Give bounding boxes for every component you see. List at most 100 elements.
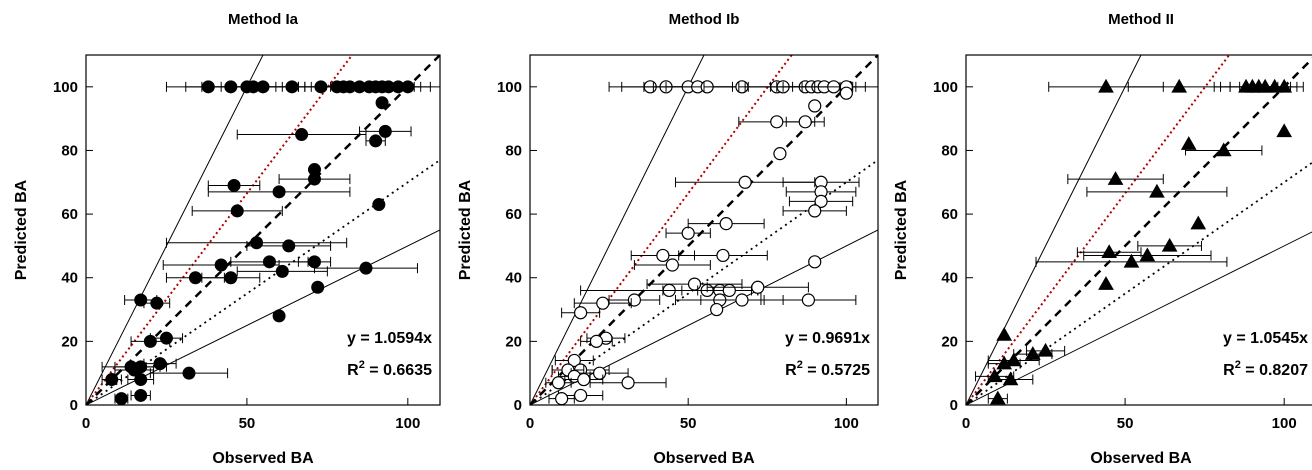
data-point <box>596 296 610 310</box>
data-point <box>272 185 286 199</box>
x-tick-label: 0 <box>82 415 90 432</box>
reference-line-1 <box>966 55 1142 405</box>
data-point <box>770 115 784 129</box>
y-tick-label: 80 <box>941 142 958 159</box>
y-tick-label: 0 <box>514 397 522 414</box>
y-tick-label: 60 <box>505 206 522 223</box>
data-point <box>589 334 604 348</box>
data-point <box>716 248 730 263</box>
r-squared: R2 = 0.5725 <box>785 359 870 379</box>
data-point <box>751 280 765 294</box>
data-point <box>1180 136 1197 150</box>
data-point <box>372 198 386 212</box>
data-point <box>134 293 148 307</box>
data-point <box>710 302 724 317</box>
y-tick-label: 60 <box>61 206 78 223</box>
plot-frame <box>85 54 441 406</box>
data-point <box>134 360 148 374</box>
y-axis-label: Predicted BA <box>893 179 910 280</box>
data-point <box>378 124 392 138</box>
y-tick-label: 20 <box>941 333 958 350</box>
data-point <box>798 115 812 129</box>
x-tick-label: 100 <box>834 415 859 432</box>
reference-line-2 <box>530 55 793 405</box>
data-point <box>1101 244 1118 259</box>
data-point <box>230 204 244 218</box>
data-point <box>214 258 228 272</box>
data-point <box>592 366 607 380</box>
data-point <box>808 204 822 218</box>
data-point <box>808 255 822 269</box>
data-point <box>665 258 679 272</box>
regression-equation: y = 1.0545x <box>1223 330 1308 347</box>
data-point <box>986 368 1003 383</box>
data-points <box>101 80 440 405</box>
y-axis-label: Predicted BA <box>457 179 474 280</box>
data-point <box>801 293 816 307</box>
data-points <box>975 78 1304 405</box>
data-point <box>182 366 196 380</box>
data-point <box>295 128 309 142</box>
reference-line-2 <box>966 55 1231 405</box>
data-point <box>989 390 1006 405</box>
data-point <box>1215 142 1232 157</box>
data-point <box>567 353 581 368</box>
data-point <box>773 147 787 161</box>
regression-equation: y = 0.9691x <box>785 330 870 347</box>
x-axis-label: Observed BA <box>212 450 314 467</box>
data-point <box>159 331 173 345</box>
y-tick-label: 80 <box>505 142 522 159</box>
data-point <box>227 178 241 192</box>
reference-line-5 <box>966 231 1312 405</box>
chart-title: Method Ib <box>669 11 740 28</box>
data-point <box>1098 78 1114 93</box>
data-point <box>621 376 635 390</box>
reference-line-3 <box>530 55 878 405</box>
data-point <box>134 388 148 402</box>
data-point <box>814 194 828 208</box>
data-point <box>311 280 325 294</box>
y-tick-label: 40 <box>941 270 958 287</box>
data-point <box>143 334 157 348</box>
data-point <box>839 86 853 100</box>
data-point <box>1037 342 1054 357</box>
data-point <box>1276 123 1293 138</box>
r-squared-superscript: 2 <box>797 359 803 371</box>
data-point <box>551 376 566 390</box>
y-tick-label: 0 <box>70 397 78 414</box>
data-point <box>114 392 128 405</box>
data-point <box>1024 346 1041 360</box>
data-point <box>735 293 749 307</box>
data-point <box>681 226 695 240</box>
data-points <box>545 80 878 405</box>
y-tick-label: 40 <box>61 270 78 287</box>
y-tick-label: 60 <box>941 206 958 223</box>
r-squared: R2 = 0.8207 <box>1223 359 1308 379</box>
reference-line-3 <box>966 57 1312 405</box>
r-squared-value: = 0.5725 <box>803 362 870 379</box>
data-point <box>722 283 736 298</box>
y-tick-label: 0 <box>950 397 958 414</box>
data-point <box>627 293 642 307</box>
data-point <box>1190 215 1207 230</box>
r-squared-symbol: R <box>785 362 797 379</box>
chart-title: Method Ia <box>228 11 299 28</box>
y-tick-label: 40 <box>505 270 522 287</box>
data-point <box>375 96 389 110</box>
data-point <box>275 264 289 278</box>
y-tick-label: 20 <box>61 333 78 350</box>
data-point <box>1005 352 1022 367</box>
x-tick-label: 50 <box>1117 415 1134 432</box>
panel-1: Method Ia 0 50 100 0 20 40 60 80 100 Observed BA Pr… <box>13 11 441 467</box>
data-point <box>1002 371 1019 386</box>
reference-lines <box>966 55 1312 405</box>
data-point <box>1098 276 1114 290</box>
data-point <box>150 296 164 310</box>
r-squared-superscript: 2 <box>359 359 365 371</box>
data-point <box>808 99 822 113</box>
plot-frame <box>529 54 879 406</box>
y-tick-label: 100 <box>53 79 78 96</box>
data-point <box>719 217 733 231</box>
data-point <box>1171 78 1188 93</box>
